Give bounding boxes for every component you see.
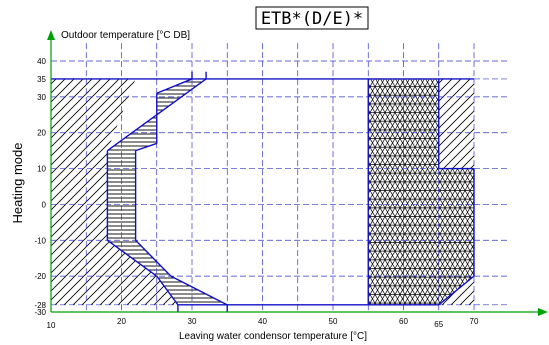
envelope-edge [156,78,193,94]
operating-envelope [51,71,475,312]
x-tick-label: 40 [258,317,267,326]
envelope-edge [170,275,228,306]
envelope-edge [106,114,158,152]
title-box [255,6,369,30]
x-tick-label: 65 [434,320,443,329]
envelope-edge [156,275,179,306]
y-tick-label: 40 [37,57,46,66]
envelope-edge [135,142,157,152]
axes [47,30,548,316]
triangular-lattice-area-2 [368,78,474,305]
x-tick-labels: 10 20 30 40 50 60 65 70 [47,317,479,330]
y-tick-label: 30 [37,93,46,102]
y-tick-label: -28 [34,301,46,310]
x-tick-label: 50 [329,317,338,326]
x-tick-label: 20 [117,317,126,326]
envelope-edge [106,239,158,277]
y-tick-label: 35 [37,75,46,84]
diagonal-hatched-area-left-3 [51,78,136,305]
x-tick-label: 60 [399,317,408,326]
y-tick-label: 0 [42,200,47,209]
x-axis-arrow [538,308,548,316]
x-tick-label: 10 [47,321,56,330]
y-tick-label: -30 [34,308,46,317]
y-tick-label: 20 [37,129,46,138]
envelope-edge [156,78,207,116]
y-tick-label: -20 [34,272,46,281]
x-tick-label: 70 [470,317,479,326]
chart-title: ETB*(D/E)* [261,9,363,29]
diagonal-hatched-area-right-5 [438,78,474,169]
envelope-edge [438,275,475,306]
horizontally-hatched-area-1 [107,78,228,305]
x-tick-label: 30 [188,317,197,326]
hatched-regions [51,78,474,305]
y-tick-label: 10 [37,165,46,174]
heating-mode-label: Heating mode [10,143,25,224]
y-tick-label: -10 [34,236,46,245]
y-tick-labels: 40 35 30 20 10 0 -10 -20 -28-30 [34,57,46,317]
x-axis-label: Leaving water condensor temperature [°C] [179,331,367,342]
envelope-edge [135,239,172,277]
title-group: ETB*(D/E)* [255,6,369,30]
y-axis-label: Outdoor temperature [°C DB] [61,30,190,41]
diagonal-hatched-area-left-bottom-4 [51,240,228,305]
y-axis-arrow [47,30,55,40]
